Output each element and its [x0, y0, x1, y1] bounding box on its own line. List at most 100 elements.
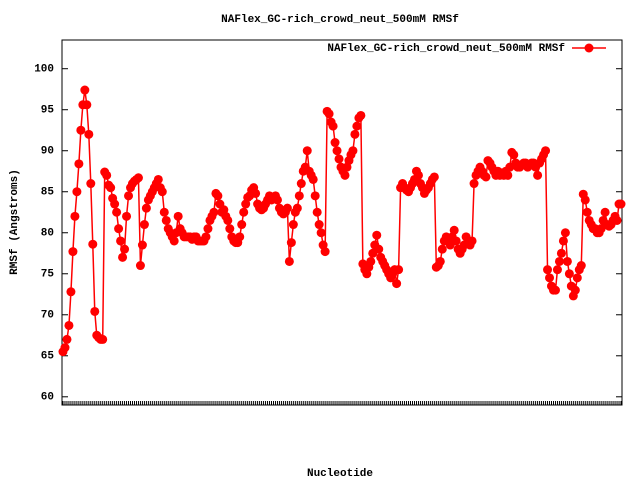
- point: [340, 170, 350, 180]
- point: [314, 220, 324, 230]
- point: [332, 146, 342, 156]
- point: [449, 225, 459, 235]
- chart-title: NAFlex_GC-rich_crowd_neut_500mM RMSf: [221, 14, 459, 26]
- point: [88, 239, 98, 249]
- y-tick-label: 60: [41, 392, 54, 404]
- point: [118, 252, 128, 262]
- point: [600, 207, 610, 217]
- y-tick-label: 90: [41, 146, 54, 158]
- legend-label: NAFlex_GC-rich_crowd_neut_500mM RMSf: [327, 43, 565, 55]
- point: [564, 269, 574, 279]
- point: [552, 265, 562, 275]
- point: [223, 215, 233, 225]
- point: [435, 256, 445, 266]
- point: [320, 247, 330, 257]
- point: [68, 247, 78, 257]
- y-tick-label: 65: [41, 351, 55, 363]
- point: [284, 256, 294, 266]
- point: [580, 195, 590, 205]
- point: [437, 244, 447, 254]
- point: [288, 220, 298, 230]
- point: [157, 187, 167, 197]
- point: [352, 121, 362, 131]
- point: [141, 203, 151, 213]
- point: [72, 187, 82, 197]
- point: [316, 228, 326, 238]
- point: [64, 320, 74, 330]
- point: [503, 170, 513, 180]
- point: [74, 159, 84, 169]
- point: [124, 191, 134, 201]
- point: [169, 236, 179, 246]
- point: [76, 125, 86, 135]
- point: [394, 265, 404, 275]
- point: [562, 256, 572, 266]
- point: [102, 170, 112, 180]
- y-tick-label: 95: [41, 105, 55, 117]
- point: [554, 256, 564, 266]
- point: [133, 173, 143, 183]
- point: [543, 265, 553, 275]
- point: [203, 224, 213, 234]
- point: [469, 179, 479, 189]
- point: [296, 179, 306, 189]
- point: [392, 279, 402, 289]
- point: [159, 207, 169, 217]
- point: [139, 220, 149, 230]
- point: [239, 207, 249, 217]
- y-tick-label: 80: [41, 228, 54, 240]
- point: [282, 203, 292, 213]
- point: [481, 172, 491, 182]
- y-tick-label: 85: [41, 187, 55, 199]
- legend-marker: [584, 43, 594, 53]
- point: [84, 129, 94, 139]
- point: [356, 110, 366, 120]
- point: [550, 285, 560, 295]
- point: [60, 343, 70, 353]
- point: [350, 129, 360, 139]
- point: [114, 224, 124, 234]
- point: [237, 220, 247, 230]
- point: [366, 256, 376, 266]
- point: [80, 85, 90, 95]
- point: [110, 199, 120, 209]
- point: [213, 191, 223, 201]
- point: [558, 236, 568, 246]
- point: [251, 188, 261, 198]
- point: [572, 273, 582, 283]
- point: [560, 228, 570, 238]
- point: [225, 224, 235, 234]
- point: [173, 211, 183, 221]
- point: [135, 261, 145, 271]
- point: [612, 215, 622, 225]
- point: [582, 207, 592, 217]
- point: [90, 306, 100, 316]
- y-tick-label: 70: [41, 310, 54, 322]
- y-tick-label: 100: [34, 64, 54, 76]
- point: [235, 232, 245, 242]
- point: [272, 195, 282, 205]
- point: [112, 207, 122, 217]
- point: [429, 172, 439, 182]
- point: [372, 230, 382, 240]
- point: [116, 236, 126, 246]
- point: [348, 146, 358, 156]
- point: [324, 109, 334, 119]
- point: [541, 146, 551, 156]
- point: [576, 261, 586, 271]
- point: [86, 179, 96, 189]
- y-axis-label: RMSf (Angstroms): [9, 169, 21, 275]
- point: [330, 138, 340, 148]
- point: [328, 121, 338, 131]
- point: [153, 174, 163, 184]
- x-axis-label: Nucleotide: [307, 468, 373, 480]
- point: [334, 154, 344, 164]
- point: [616, 199, 626, 209]
- y-tick-label: 75: [41, 269, 55, 281]
- point: [66, 287, 76, 297]
- point: [82, 100, 92, 110]
- point: [137, 240, 147, 250]
- point: [122, 211, 132, 221]
